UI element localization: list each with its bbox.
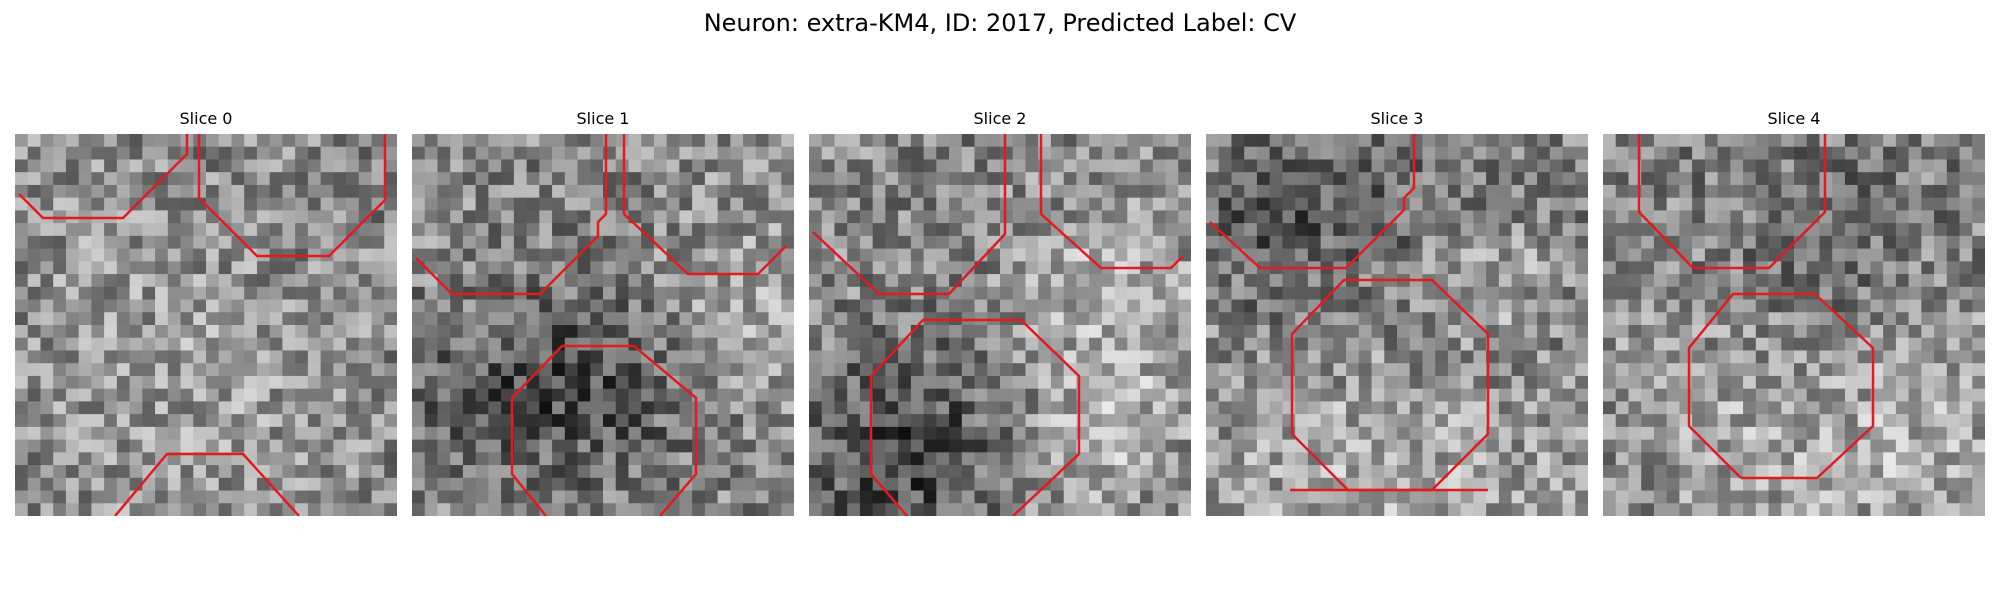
slice-image xyxy=(809,134,1191,516)
grayscale-texture xyxy=(412,134,794,516)
slice-image xyxy=(15,134,397,516)
contour-line xyxy=(1687,292,1875,480)
contour-line xyxy=(1290,278,1490,492)
contour-line xyxy=(1637,134,1827,270)
contour-line xyxy=(1039,134,1184,270)
contour-line xyxy=(415,134,608,296)
slice-title: Slice 3 xyxy=(1370,109,1424,128)
slice-title: Slice 1 xyxy=(576,109,630,128)
slice-panel-3: Slice 3 xyxy=(1206,108,1588,520)
contour-line xyxy=(114,452,300,516)
contour-line xyxy=(869,318,1081,516)
grayscale-texture xyxy=(1206,134,1588,516)
slice-title: Slice 0 xyxy=(179,109,233,128)
contour-line xyxy=(812,134,1007,296)
slice-panel-4: Slice 4 xyxy=(1603,108,1985,520)
grayscale-texture xyxy=(809,134,1191,516)
figure-title: Neuron: extra-KM4, ID: 2017, Predicted L… xyxy=(703,9,1297,37)
slice-image xyxy=(412,134,794,516)
contour-line xyxy=(18,134,189,220)
contour-line xyxy=(510,344,698,516)
slice-title: Slice 4 xyxy=(1767,109,1821,128)
grayscale-texture xyxy=(15,134,397,516)
slice-image xyxy=(1206,134,1588,516)
slice-title: Slice 2 xyxy=(973,109,1027,128)
slice-panel-0: Slice 0 xyxy=(15,108,397,520)
slice-panel-1: Slice 1 xyxy=(412,108,794,520)
slice-image xyxy=(1603,134,1985,516)
contour-line xyxy=(622,134,787,276)
slice-panel-2: Slice 2 xyxy=(809,108,1191,520)
grayscale-texture xyxy=(1603,134,1985,516)
contour-line xyxy=(197,134,387,258)
contour-line xyxy=(1209,134,1416,270)
